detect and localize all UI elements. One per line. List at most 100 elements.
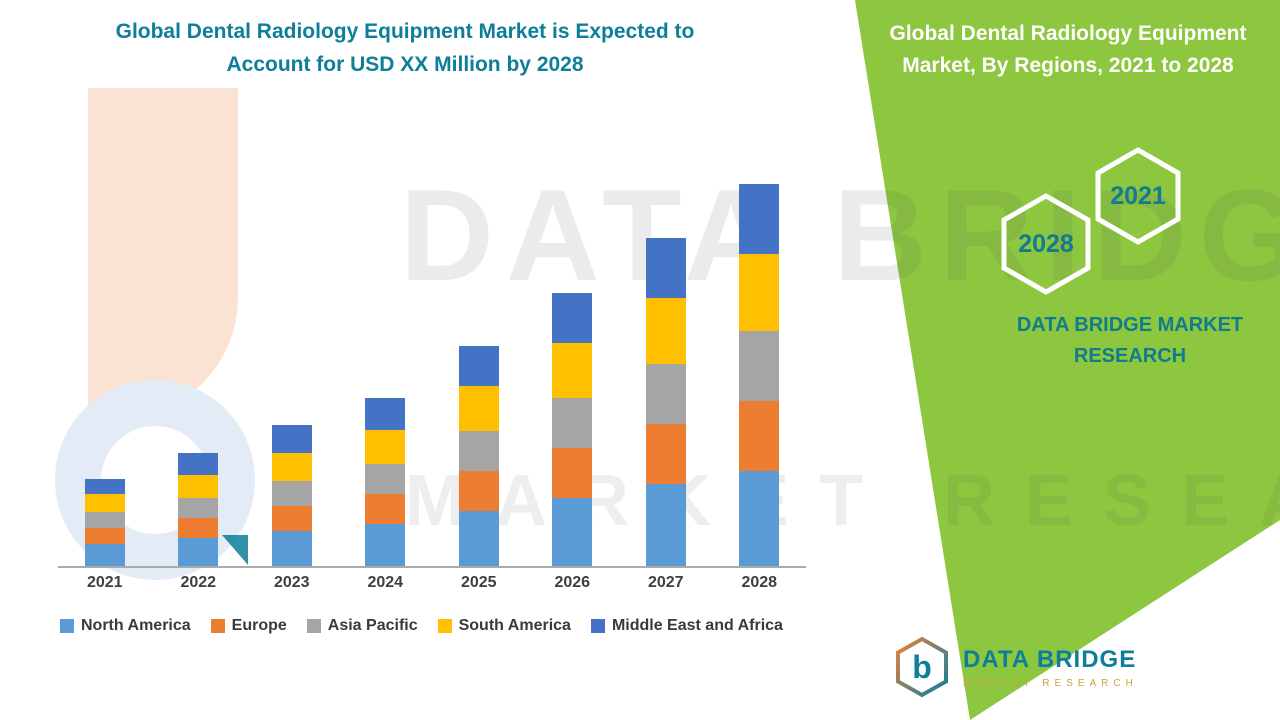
chart-title-line1: Global Dental Radiology Equipment Market… [115, 20, 695, 43]
bar-segment-2028-south-america [739, 254, 780, 331]
bar-segment-2024-north-america [365, 524, 406, 566]
bar-segment-2023-south-america [271, 453, 312, 481]
stacked-bar-2027 [645, 238, 686, 566]
bar-segment-2024-south-america [365, 430, 406, 464]
legend-label: Europe [231, 617, 287, 634]
logo-text-block: DATA BRIDGE MARKET RESEARCH [963, 646, 1138, 689]
right-panel-title-line2: Market, By Regions, 2021 to 2028 [902, 53, 1234, 77]
legend-item-north-america: North America [60, 617, 191, 635]
chart-title: Global Dental Radiology Equipment Market… [70, 16, 740, 81]
legend-label: Asia Pacific [327, 617, 418, 634]
bar-segment-2025-asia-pacific [458, 431, 499, 471]
x-axis-label-2028: 2028 [741, 574, 778, 591]
hexagon-year-2021: 2021 [1110, 181, 1166, 210]
legend-swatch-icon [437, 619, 452, 633]
legend-label: Middle East and Africa [611, 617, 783, 634]
bar-column-2027 [619, 118, 713, 566]
watermark-logo-b-stem [88, 88, 238, 418]
stacked-bar-2021 [84, 479, 125, 566]
bar-column-2028 [713, 118, 807, 566]
hexagon-badge-2021: 2021 [1092, 146, 1184, 246]
hexagon-badge-2028: 2028 [998, 192, 1094, 296]
bar-column-2025 [432, 118, 526, 566]
stacked-bar-2025 [458, 346, 499, 566]
right-panel-title: Global Dental Radiology Equipment Market… [868, 18, 1268, 81]
bar-segment-2023-asia-pacific [271, 481, 312, 506]
bar-segment-2022-middle-east-and-africa [178, 453, 219, 475]
bar-segment-2024-europe [365, 494, 406, 524]
brand-text-line2: RESEARCH [1073, 345, 1187, 367]
bar-segment-2025-middle-east-and-africa [458, 346, 499, 386]
bar-segment-2025-north-america [458, 511, 499, 566]
hexagon-outline-icon [1001, 193, 1091, 295]
legend-item-middle-east-and-africa: Middle East and Africa [590, 617, 783, 635]
bar-segment-2021-europe [84, 528, 125, 544]
stacked-bar-2022 [178, 453, 219, 566]
logo-letter-b: b [912, 649, 932, 685]
bar-segment-2023-middle-east-and-africa [271, 425, 312, 453]
legend-label: South America [458, 617, 571, 634]
plot-area [58, 118, 806, 568]
stacked-bar-2026 [552, 293, 593, 566]
bar-segment-2023-north-america [271, 531, 312, 566]
x-axis-label-2022: 2022 [180, 574, 217, 591]
bar-segment-2026-europe [552, 448, 593, 498]
bar-segment-2022-asia-pacific [178, 498, 219, 518]
bar-segment-2026-north-america [552, 498, 593, 566]
legend-swatch-icon [60, 619, 74, 633]
legend-item-south-america: South America [437, 617, 571, 635]
bar-segment-2025-europe [458, 471, 499, 511]
bar-segment-2022-north-america [178, 538, 219, 566]
bar-column-2021 [58, 118, 152, 566]
bar-segment-2026-asia-pacific [552, 398, 593, 448]
watermark-logo-triangle [222, 535, 248, 565]
bar-segment-2024-asia-pacific [365, 464, 406, 494]
legend-swatch-icon [306, 619, 321, 633]
legend-item-europe: Europe [210, 617, 287, 635]
bar-segment-2022-south-america [178, 475, 219, 498]
bar-segment-2026-middle-east-and-africa [552, 293, 593, 343]
bar-segment-2023-europe [271, 506, 312, 531]
x-axis-label-2021: 2021 [86, 574, 123, 591]
bar-segment-2027-europe [645, 424, 686, 484]
hexagon-year-2028: 2028 [1018, 229, 1074, 258]
chart-title-line2: Account for USD XX Million by 2028 [226, 52, 584, 76]
x-axis-label-2023: 2023 [273, 574, 310, 591]
brand-text-line1: DATA BRIDGE MARKET [1016, 314, 1244, 336]
bar-segment-2027-middle-east-and-africa [645, 238, 686, 298]
bar-segment-2021-south-america [84, 494, 125, 512]
logo-hexagon-icon: b [893, 636, 951, 698]
bar-segment-2025-south-america [458, 386, 499, 431]
bar-segment-2021-north-america [84, 544, 125, 566]
bar-segment-2021-middle-east-and-africa [84, 479, 125, 494]
bar-column-2024 [339, 118, 433, 566]
logo-subtitle: MARKET RESEARCH [963, 677, 1138, 689]
x-axis-label-2026: 2026 [554, 574, 591, 591]
bar-segment-2028-europe [739, 401, 780, 471]
brand-text-block: DATA BRIDGE MARKET RESEARCH [985, 310, 1275, 372]
bar-segment-2021-asia-pacific [84, 512, 125, 528]
right-panel-title-line1: Global Dental Radiology Equipment [889, 22, 1247, 45]
legend-swatch-icon [210, 619, 225, 633]
x-axis-label-2027: 2027 [647, 574, 684, 591]
logo-hexagon-outline-icon: b [896, 636, 948, 698]
bar-segment-2028-middle-east-and-africa [739, 184, 780, 254]
bar-segment-2028-north-america [739, 471, 780, 566]
bar-column-2023 [245, 118, 339, 566]
stacked-bar-2024 [365, 398, 406, 566]
chart-legend: North America Europe Asia Pacific South Ame… [60, 617, 783, 635]
x-axis-label-2025: 2025 [460, 574, 497, 591]
x-axis-label-2024: 2024 [367, 574, 404, 591]
logo-name: DATA BRIDGE [963, 645, 1137, 673]
stacked-bar-2028 [739, 184, 780, 566]
legend-label: North America [81, 617, 191, 634]
hexagon-outline-icon [1095, 147, 1181, 245]
legend-swatch-icon [590, 619, 605, 633]
bar-segment-2026-south-america [552, 343, 593, 398]
stacked-bar-2023 [271, 425, 312, 566]
bar-segment-2027-south-america [645, 298, 686, 364]
bar-segment-2027-north-america [645, 484, 686, 566]
company-logo: b DATA BRIDGE MARKET RESEARCH [893, 636, 1138, 698]
x-axis-labels: 2021 2022 2023 2024 2025 2026 2027 2028 [58, 574, 806, 592]
